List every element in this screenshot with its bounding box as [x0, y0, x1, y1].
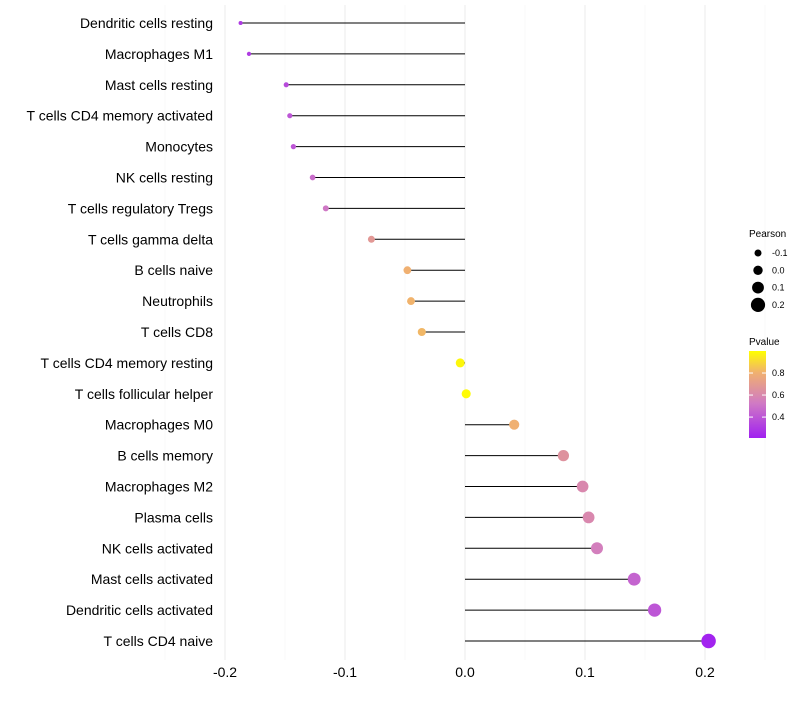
y-tick-label: Macrophages M0	[105, 417, 213, 433]
y-tick-label: Mast cells resting	[105, 77, 213, 93]
y-tick-label: T cells CD4 memory resting	[41, 355, 213, 371]
lollipop-dot	[461, 389, 471, 399]
x-tick-label: -0.1	[333, 664, 357, 680]
y-tick-label: B cells naive	[134, 262, 213, 278]
legend-pearson-title: Pearson	[749, 229, 786, 240]
size-legend-label: 0.0	[772, 265, 785, 275]
lollipop-dot	[403, 266, 412, 275]
y-tick-label: Neutrophils	[142, 293, 213, 309]
lollipop-dot	[283, 82, 289, 88]
legend-pvalue-title: Pvalue	[749, 337, 780, 348]
lollipop-dot	[322, 205, 329, 212]
lollipop-dot	[701, 633, 716, 649]
x-axis-labels: -0.2 -0.1 0.0 0.1 0.2	[213, 664, 715, 680]
lollipop-dot	[576, 480, 589, 493]
lollipop-dot	[647, 603, 662, 617]
y-tick-label: Macrophages M2	[105, 479, 213, 495]
lollipop-dot	[627, 572, 641, 586]
y-tick-label: T cells CD4 naive	[104, 633, 214, 649]
y-tick-label: T cells gamma delta	[88, 231, 213, 247]
lollipop-dot	[557, 449, 570, 462]
y-axis-labels: Dendritic cells resting Macrophages M1 Mas…	[27, 15, 214, 649]
lollipop-dot	[407, 297, 415, 306]
y-tick-label: Plasma cells	[134, 509, 213, 525]
size-legend-dot	[753, 265, 763, 275]
y-tick-label: T cells CD4 memory activated	[27, 108, 213, 124]
size-legend-label: 0.2	[772, 300, 785, 310]
y-tick-label: T cells regulatory Tregs	[68, 200, 213, 216]
colorbar-label: 0.8	[772, 368, 785, 378]
lollipop-dot	[290, 143, 297, 150]
y-tick-label: Dendritic cells activated	[66, 602, 213, 618]
lollipop-dot	[417, 327, 426, 337]
lollipop-dot	[367, 235, 375, 243]
legend-pearson: Pearson -0.1 0.0 0.1 0.2	[749, 229, 788, 312]
size-legend-label: 0.1	[772, 283, 785, 293]
y-tick-label: Mast cells activated	[91, 571, 213, 587]
size-legend-dot	[754, 249, 762, 257]
y-tick-label: Macrophages M1	[105, 46, 213, 62]
y-tick-label: Monocytes	[145, 139, 213, 155]
colorbar-label: 0.4	[772, 412, 785, 422]
lollipop-dot	[509, 419, 520, 430]
lollipop-dot	[246, 51, 252, 57]
y-tick-label: NK cells resting	[116, 170, 213, 186]
x-tick-label: 0.2	[695, 664, 715, 680]
y-tick-label: T cells follicular helper	[75, 386, 214, 402]
x-tick-label: 0.1	[575, 664, 595, 680]
lollipop-dot	[582, 511, 595, 524]
pvalue-colorbar	[749, 351, 766, 438]
size-legend-label: -0.1	[772, 248, 788, 258]
data-marks	[238, 20, 716, 649]
colorbar-label: 0.6	[772, 390, 785, 400]
y-tick-label: Dendritic cells resting	[80, 15, 213, 31]
lollipop-dot	[591, 542, 603, 555]
y-tick-label: B cells memory	[117, 448, 213, 464]
legend-pvalue: Pvalue 0.8 0.6 0.4	[749, 337, 785, 438]
lollipop-dot	[309, 174, 316, 181]
x-tick-label: 0.0	[455, 664, 475, 680]
lollipop-dot	[455, 358, 465, 368]
lollipop-dot	[287, 113, 293, 119]
size-legend-dot	[750, 297, 766, 312]
x-tick-label: -0.2	[213, 664, 237, 680]
size-legend-dot	[752, 281, 764, 294]
y-tick-label: NK cells activated	[102, 540, 213, 556]
y-tick-label: T cells CD8	[141, 324, 213, 340]
lollipop-dot	[238, 20, 243, 26]
